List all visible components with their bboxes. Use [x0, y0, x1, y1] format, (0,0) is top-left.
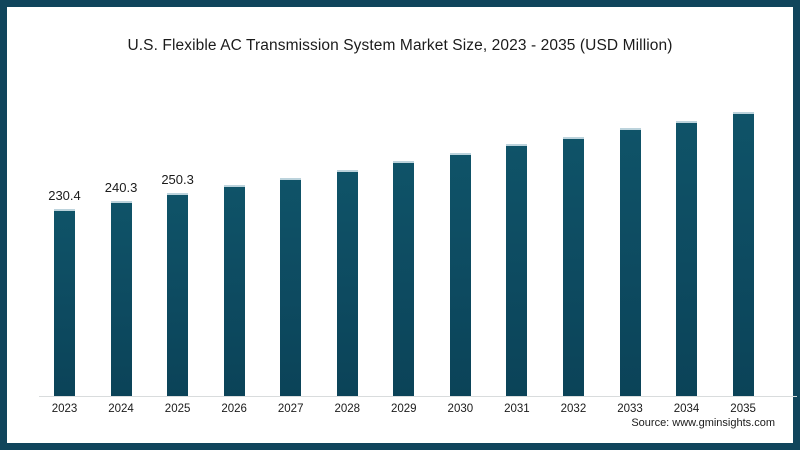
bar-column: [732, 112, 754, 396]
x-axis-tick-label: 2027: [277, 403, 304, 415]
bar-value-label: 230.4: [48, 188, 81, 203]
bar: [110, 201, 132, 396]
bar: [223, 185, 245, 396]
bar: [676, 121, 698, 396]
bar: [619, 128, 641, 396]
bar-column: [167, 193, 189, 396]
x-axis-line: [39, 396, 797, 397]
x-axis-tick-label: 2035: [730, 403, 756, 415]
source-credit: Source: www.gminsights.com: [631, 417, 775, 429]
bar: [732, 112, 754, 396]
bar-value-label: 250.3: [161, 172, 194, 187]
bar-column: [280, 178, 302, 396]
x-axis-tick-label: 2029: [391, 403, 417, 415]
bar-column: [506, 144, 528, 396]
x-axis-tick-label: 2023: [51, 403, 78, 415]
bar: [280, 178, 302, 396]
bar-column: [54, 209, 75, 396]
bar: [336, 170, 358, 396]
bar: [449, 153, 471, 396]
bar: [167, 193, 189, 396]
x-axis-tick-label: 2024: [108, 403, 134, 415]
bar: [562, 137, 584, 396]
x-axis-tick-label: 2032: [560, 403, 587, 415]
x-axis-tick-label: 2026: [221, 403, 247, 415]
x-axis-tick-label: 2031: [504, 403, 530, 415]
chart-title: U.S. Flexible AC Transmission System Mar…: [127, 37, 673, 54]
bar: [393, 161, 415, 396]
x-axis-tick-label: 2033: [617, 403, 643, 415]
bar-column: [562, 137, 584, 396]
bar-column: [110, 201, 132, 396]
bar-column: [393, 161, 415, 396]
bar-value-label: 240.3: [104, 180, 138, 195]
x-axis-tick-label: 2030: [447, 403, 474, 415]
bar-column: [449, 153, 471, 396]
bar: [506, 144, 528, 396]
bar-column: [336, 170, 358, 396]
x-axis-tick-label: 2034: [673, 403, 700, 415]
x-axis-tick-label: 2028: [334, 403, 361, 415]
bar-column: [223, 185, 245, 396]
bar-column: [619, 128, 641, 396]
bar: [54, 209, 75, 396]
bar-column: [676, 121, 698, 396]
x-axis-tick-label: 2025: [164, 403, 191, 415]
